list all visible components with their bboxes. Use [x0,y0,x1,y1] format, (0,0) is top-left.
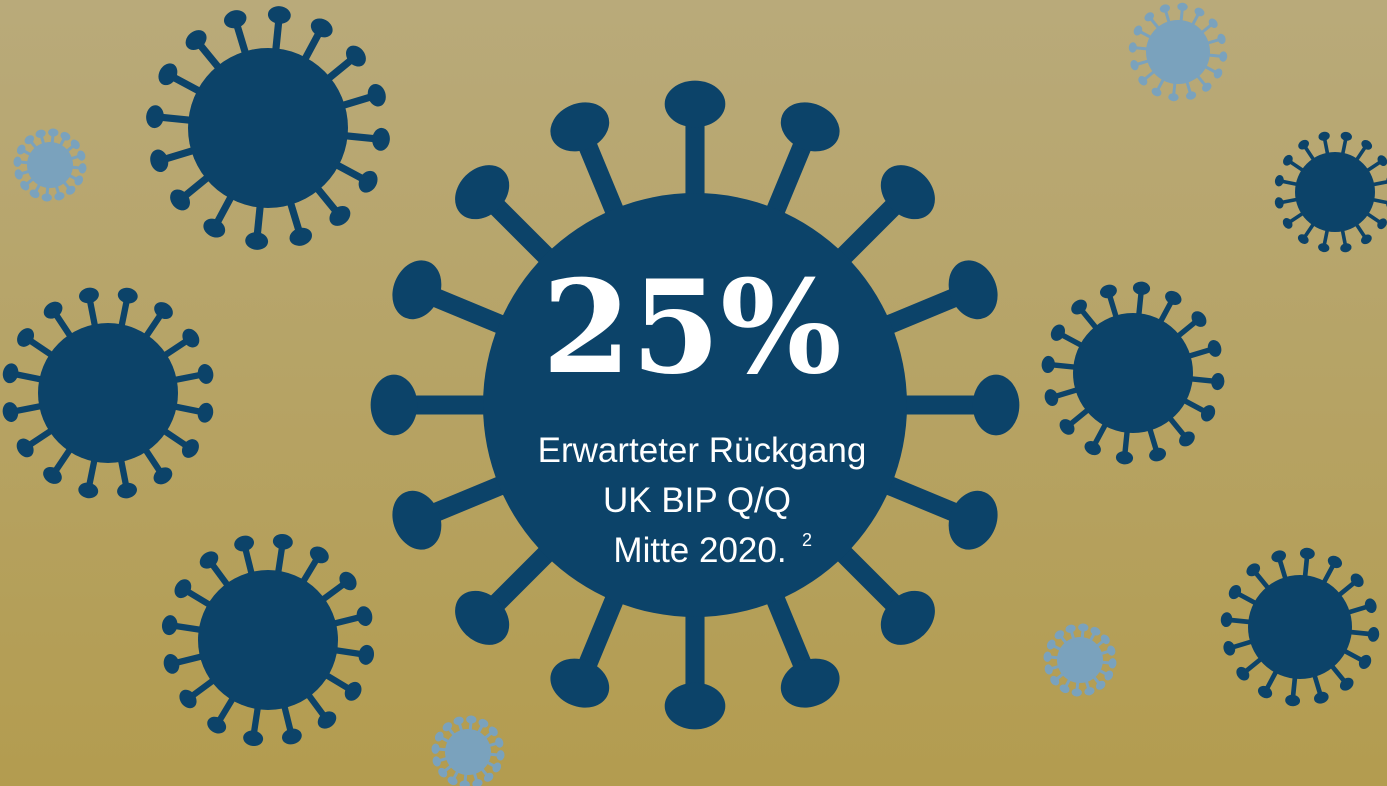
virus-body [198,570,338,710]
footnote-marker: 2 [802,530,812,550]
virus-body [1146,20,1210,84]
virus-knob [665,81,726,128]
page: {"headline": {"value": "25%", "lines": [… [0,0,1387,786]
virus-knob [665,683,726,730]
virus-body [38,323,178,463]
headline-value: 25% [542,253,842,403]
virus-body [445,729,491,775]
virus-body [27,142,73,188]
virus-body [1295,152,1375,232]
virus-body [1248,575,1352,679]
caption-line: Erwarteter Rückgang [538,431,867,470]
virus-body [1057,637,1103,683]
virus-icon [371,81,1020,730]
virus-body [1073,313,1193,433]
virus-body [188,48,348,208]
caption-line: Mitte 2020. [613,531,786,570]
virus-knob [973,375,1020,436]
infographic: 25% Erwarteter Rückgang UK BIP Q/Q Mitte… [0,0,1387,786]
caption-line: UK BIP Q/Q [603,481,791,520]
virus-knob [371,375,418,436]
